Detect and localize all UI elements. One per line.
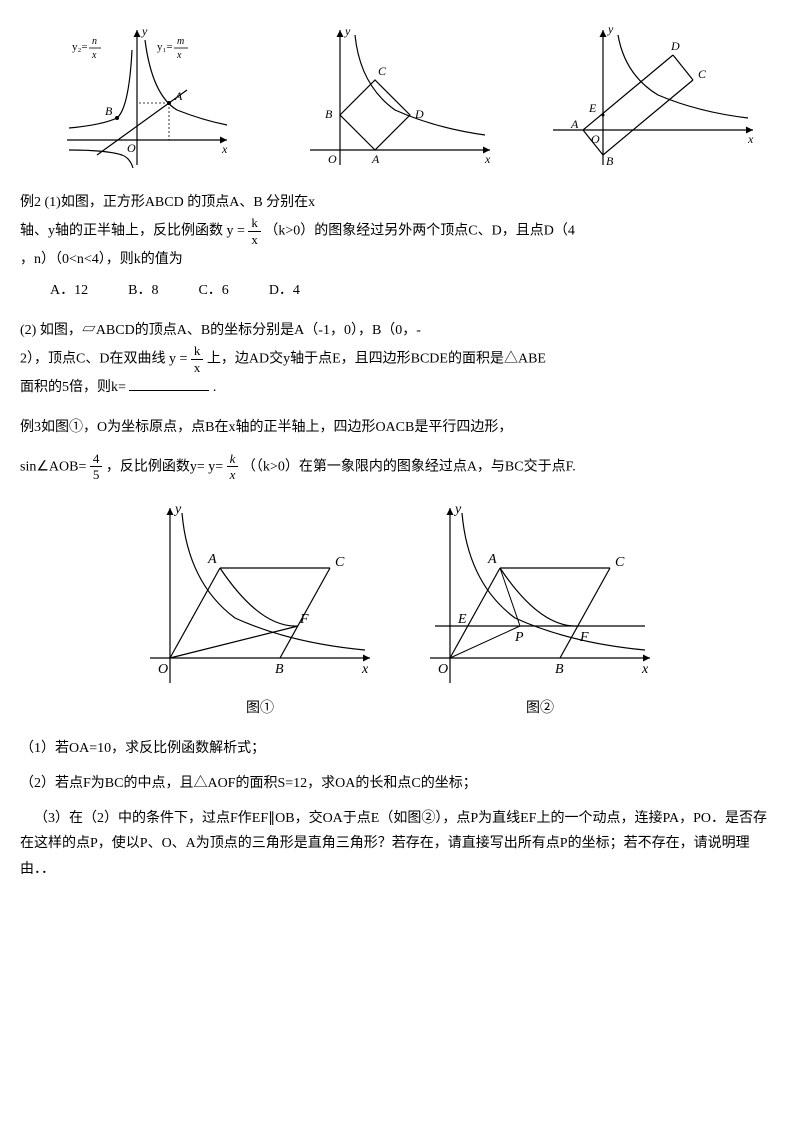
ex3-line2: sin∠AOB= 4 5 ，反比例函数y= y= k x （（k>0）在第一象限… (20, 451, 780, 483)
ex3-fig2-label: 图② (420, 696, 660, 721)
fig1-axis-y: y (141, 24, 148, 38)
ex3f1-pt-a: A (207, 552, 217, 567)
fig1-y2-label: y₂= (72, 41, 88, 53)
ex2b-line1: (2) 如图，▱ABCD的顶点A、B的坐标分别是A（-1，0），B（0，- (20, 318, 780, 343)
fig3-pt-o: O (591, 132, 600, 146)
fig1-y2-num: n (92, 36, 97, 47)
fig1-pt-a: A (174, 89, 183, 103)
ex3-frac2-den: x (227, 467, 239, 483)
fig3-axis-y: y (607, 22, 614, 36)
ex3-frac2-num: k (227, 451, 239, 468)
example-2-part-1: 例2 (1)如图，正方形ABCD 的顶点A、B 分别在x 轴、y轴的正半轴上，反… (20, 190, 780, 303)
ex2-line2-pre: 轴、y轴的正半轴上，反比例函数 y = (20, 224, 248, 239)
ex3-frac1-num: 4 (90, 451, 103, 468)
ex2-frac-den: x (248, 232, 261, 248)
fig2-axis-x: x (484, 152, 491, 166)
fig1-axis-x: x (221, 142, 228, 156)
figure-3: y x A B C D E O (527, 20, 780, 170)
ex3-fraction-1: 4 5 (90, 451, 103, 483)
fig2-pt-c: C (378, 64, 387, 78)
fig1-pt-o: O (127, 141, 136, 155)
ex2b-line2: 2），顶点C、D在双曲线 y = k x 上，边AD交y轴于点E，且四边形BCD… (20, 343, 780, 375)
ex3f2-pt-e: E (457, 612, 467, 627)
fig3-pt-c: C (698, 67, 707, 81)
blank-answer (129, 377, 209, 391)
ex3-figure-2: y x A B C E P F O 图② (420, 498, 660, 721)
ex3-fraction-2: k x (227, 451, 239, 483)
example-2-part-2: (2) 如图，▱ABCD的顶点A、B的坐标分别是A（-1，0），B（0，- 2）… (20, 318, 780, 401)
fig2-pt-b: B (325, 107, 333, 121)
example-3: 例3如图①，O为坐标原点，点B在x轴的正半轴上，四边形OACB是平行四边形， s… (20, 415, 780, 482)
ex2-line1: 例2 (1)如图，正方形ABCD 的顶点A、B 分别在x (20, 190, 780, 215)
ex3f2-pt-c: C (615, 555, 625, 570)
fig1-y1-num: m (177, 36, 184, 47)
ex3-line1: 例3如图①，O为坐标原点，点B在x轴的正半轴上，四边形OACB是平行四边形， (20, 415, 780, 440)
top-figures-row: y x A B O y₂= n x y₁= m x y x A B (20, 20, 780, 170)
ex3f2-pt-a: A (487, 552, 497, 567)
ex3-figure-1: y x A B C F O 图① (140, 498, 380, 721)
fig3-pt-e: E (588, 101, 597, 115)
ex2-line2-post: （k>0）的图象经过另外两个顶点C、D，且点D（4 (264, 224, 574, 239)
ex2b-line3-pre: 面积的5倍，则k= (20, 380, 126, 395)
fig2-pt-o: O (328, 152, 337, 166)
ex2b-frac-num: k (191, 343, 204, 360)
option-b: B．8 (128, 278, 158, 303)
fig2-axis-y: y (344, 24, 351, 38)
ex3f1-axis-x: x (361, 662, 369, 677)
fig3-pt-d: D (670, 39, 680, 53)
ex3-line2-post: （（k>0）在第一象限内的图象经过点A，与BC交于点F. (242, 459, 576, 474)
ex2-line3: ，n）（0<n<4），则k的值为 (20, 247, 780, 272)
ex2b-fraction: k x (191, 343, 204, 375)
ex2b-line2-pre: 2），顶点C、D在双曲线 y = (20, 351, 191, 366)
ex3-line2-mid: ，反比例函数y= y= (106, 459, 223, 474)
fig1-pt-b: B (105, 104, 113, 118)
figure-1: y x A B O y₂= n x y₁= m x (20, 20, 273, 170)
ex3-fig1-label: 图① (140, 696, 380, 721)
fig3-axis-x: x (747, 132, 754, 146)
option-a: A．12 (50, 278, 88, 303)
ex2b-line3-post: . (213, 380, 217, 395)
fig3-pt-a: A (570, 117, 579, 131)
ex2-frac-num: k (248, 215, 261, 232)
ex3f2-axis-x: x (641, 662, 649, 677)
ex3f1-pt-f: F (299, 612, 309, 627)
ex3f1-pt-o: O (158, 662, 168, 677)
fig3-pt-b: B (606, 154, 614, 168)
ex3f1-axis-y: y (173, 502, 182, 517)
example-3-figures: y x A B C F O 图① y (20, 498, 780, 721)
ex3-frac1-den: 5 (90, 467, 103, 483)
ex3f1-pt-c: C (335, 555, 345, 570)
ex3f2-pt-o: O (438, 662, 448, 677)
ex3-line2-pre: sin∠AOB= (20, 459, 86, 474)
fig1-y1-label: y₁= (157, 41, 173, 53)
ex2b-line3: 面积的5倍，则k= . (20, 375, 780, 400)
sub-question-3: （3）在（2）中的条件下，过点F作EF∥OB，交OA于点E（如图②），点P为直线… (20, 806, 780, 882)
option-d: D．4 (269, 278, 300, 303)
ex2-options: A．12 B．8 C．6 D．4 (50, 278, 780, 303)
ex2b-frac-den: x (191, 360, 204, 376)
ex3f2-pt-b: B (555, 662, 564, 677)
ex3f2-pt-f: F (579, 630, 589, 645)
ex3f2-axis-y: y (453, 502, 462, 517)
fig2-pt-a: A (371, 152, 380, 166)
ex2-line2: 轴、y轴的正半轴上，反比例函数 y = k x （k>0）的图象经过另外两个顶点… (20, 215, 780, 247)
ex2b-line2-post: 上，边AD交y轴于点E，且四边形BCDE的面积是△ABE (207, 351, 546, 366)
ex3f1-pt-b: B (275, 662, 284, 677)
sub-question-2: （2）若点F为BC的中点，且△AOF的面积S=12，求OA的长和点C的坐标； (20, 771, 780, 796)
ex3f2-pt-p: P (514, 630, 524, 645)
sub-question-1: （1）若OA=10，求反比例函数解析式； (20, 736, 780, 761)
fig1-y1-den: x (176, 50, 182, 61)
ex2-fraction: k x (248, 215, 261, 247)
option-c: C．6 (198, 278, 228, 303)
fig1-y2-den: x (91, 50, 97, 61)
figure-2: y x A B C D O (273, 20, 526, 170)
fig2-pt-d: D (414, 107, 424, 121)
